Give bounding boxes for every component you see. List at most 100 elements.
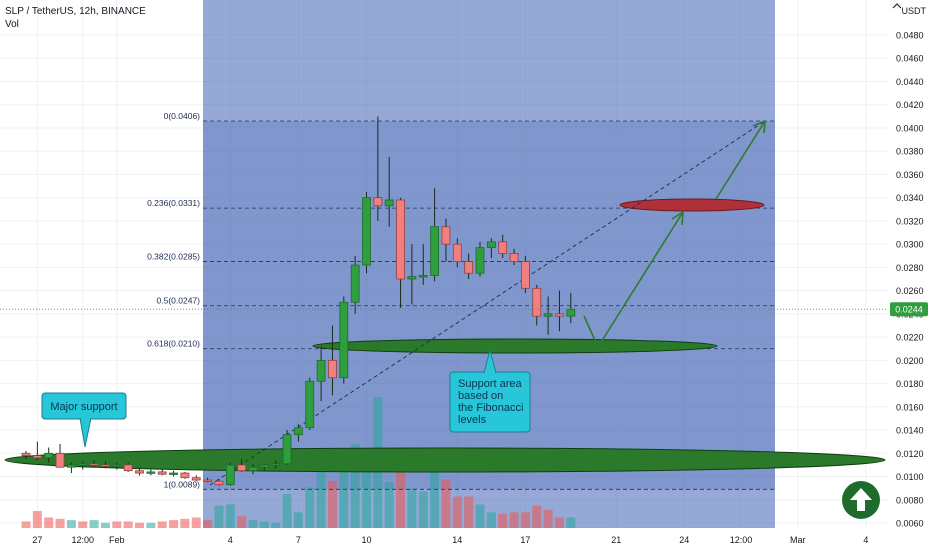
- volume-bar: [441, 479, 451, 528]
- fib-level-label: 0.236(0.0331): [147, 198, 200, 208]
- volume-bar: [135, 522, 144, 528]
- drawing-annotations-front: Major support Support area based on the Fib…: [41, 120, 766, 448]
- major-support-ellipse: [4, 447, 886, 473]
- current-price-label: 0.0244: [895, 305, 923, 315]
- support-area-text-line: the Fibonacci: [458, 402, 523, 414]
- volume-bar: [248, 520, 258, 528]
- major-support-text: Major support: [50, 401, 117, 413]
- volume-bar: [532, 505, 542, 528]
- candle-body: [407, 276, 417, 280]
- candle-body: [101, 464, 110, 467]
- volume-bar: [112, 521, 122, 528]
- volume-bar: [44, 517, 54, 528]
- volume-indicator-label[interactable]: Vol: [5, 19, 19, 30]
- fib-level-label: 0.618(0.0210): [147, 339, 200, 349]
- support-area-text-line: levels: [458, 414, 487, 426]
- volume-bar: [180, 518, 190, 528]
- candle-body: [543, 313, 553, 317]
- candle-body: [214, 480, 224, 486]
- volume-bar: [146, 522, 156, 528]
- major-support-callout-pointer: [79, 417, 92, 448]
- candle-body: [316, 359, 326, 382]
- candle-body: [418, 275, 428, 278]
- volume-bar: [55, 518, 65, 528]
- volume-bar: [293, 512, 303, 528]
- candle-body: [555, 313, 564, 317]
- candle-body: [157, 471, 167, 475]
- price-tick-label: 0.0420: [896, 100, 924, 110]
- volume-bar: [89, 520, 99, 528]
- candle-body: [521, 261, 530, 289]
- scroll-up-button[interactable]: [842, 481, 880, 519]
- price-axis-bg: [888, 0, 932, 550]
- volume-bar: [327, 480, 337, 528]
- currency-label: USDT: [902, 6, 927, 16]
- candle-body: [191, 477, 201, 481]
- candlestick-series: [21, 116, 576, 486]
- volume-bar: [305, 487, 315, 528]
- volume-bar: [430, 466, 440, 528]
- price-tick-label: 0.0360: [896, 170, 924, 180]
- candle-body: [452, 243, 462, 262]
- candle-body: [430, 226, 440, 276]
- candle-body: [180, 472, 190, 479]
- arrow-up-icon: [850, 488, 872, 511]
- volume-bar: [169, 520, 179, 528]
- candle-body: [55, 452, 65, 468]
- price-tick-label: 0.0320: [896, 216, 924, 226]
- price-tick-label: 0.0260: [896, 286, 924, 296]
- price-tick-label: 0.0220: [896, 333, 924, 343]
- candle-body: [123, 464, 133, 472]
- support-area-text-line: Support area: [458, 378, 522, 390]
- price-tick-label: 0.0300: [896, 240, 924, 250]
- time-axis[interactable]: 27 12:00 Feb 4 7 10 14 17 21 24 12:00 Mar 4: [32, 535, 868, 545]
- time-tick-label: 17: [520, 535, 530, 545]
- time-tick-label: 27: [32, 535, 42, 545]
- price-tick-label: 0.0100: [896, 472, 924, 482]
- time-tick-label: Feb: [109, 535, 125, 545]
- fib-level-label: 1(0.0089): [164, 479, 201, 489]
- candle-body: [384, 199, 394, 207]
- fib-support-ellipse: [312, 338, 718, 354]
- volume-bar: [554, 517, 564, 528]
- candle-body: [305, 380, 315, 429]
- volume-bar: [316, 471, 326, 528]
- forecast-path: [583, 120, 766, 349]
- price-tick-label: 0.0080: [896, 495, 924, 505]
- price-tick-label: 0.0180: [896, 379, 924, 389]
- time-tick-label: 10: [361, 535, 371, 545]
- price-tick-label: 0.0200: [896, 356, 924, 366]
- price-tick-label: 0.0380: [896, 147, 924, 157]
- volume-bar: [509, 512, 519, 528]
- candle-body: [464, 261, 474, 274]
- candle-body: [89, 463, 99, 466]
- candle-body: [282, 434, 292, 465]
- time-tick-label: 24: [679, 535, 689, 545]
- volume-bar: [259, 521, 269, 528]
- time-tick-label: 4: [228, 535, 233, 545]
- candle-body: [486, 241, 496, 249]
- candle-body: [44, 452, 54, 459]
- volume-bar: [203, 520, 213, 528]
- forecast-arrowhead-2: [752, 120, 766, 134]
- price-tick-label: 0.0060: [896, 519, 924, 529]
- candle-body: [271, 463, 281, 466]
- candle-body: [328, 359, 337, 379]
- price-tick-label: 0.0460: [896, 54, 924, 64]
- volume-bar: [66, 520, 76, 528]
- volume-bar: [566, 517, 576, 528]
- candle-body: [259, 464, 269, 468]
- price-tick-label: 0.0280: [896, 263, 924, 273]
- candle-body: [78, 463, 88, 466]
- volume-bar: [396, 454, 406, 528]
- support-area-text: Support area based on the Fibonacci levels: [458, 378, 523, 426]
- candle-body: [509, 253, 519, 262]
- volume-bar: [78, 521, 88, 528]
- candle-body: [441, 226, 451, 245]
- time-tick-label: 12:00: [71, 535, 94, 545]
- candle-body: [225, 464, 235, 486]
- price-tick-label: 0.0440: [896, 77, 924, 87]
- volume-bar: [407, 488, 417, 528]
